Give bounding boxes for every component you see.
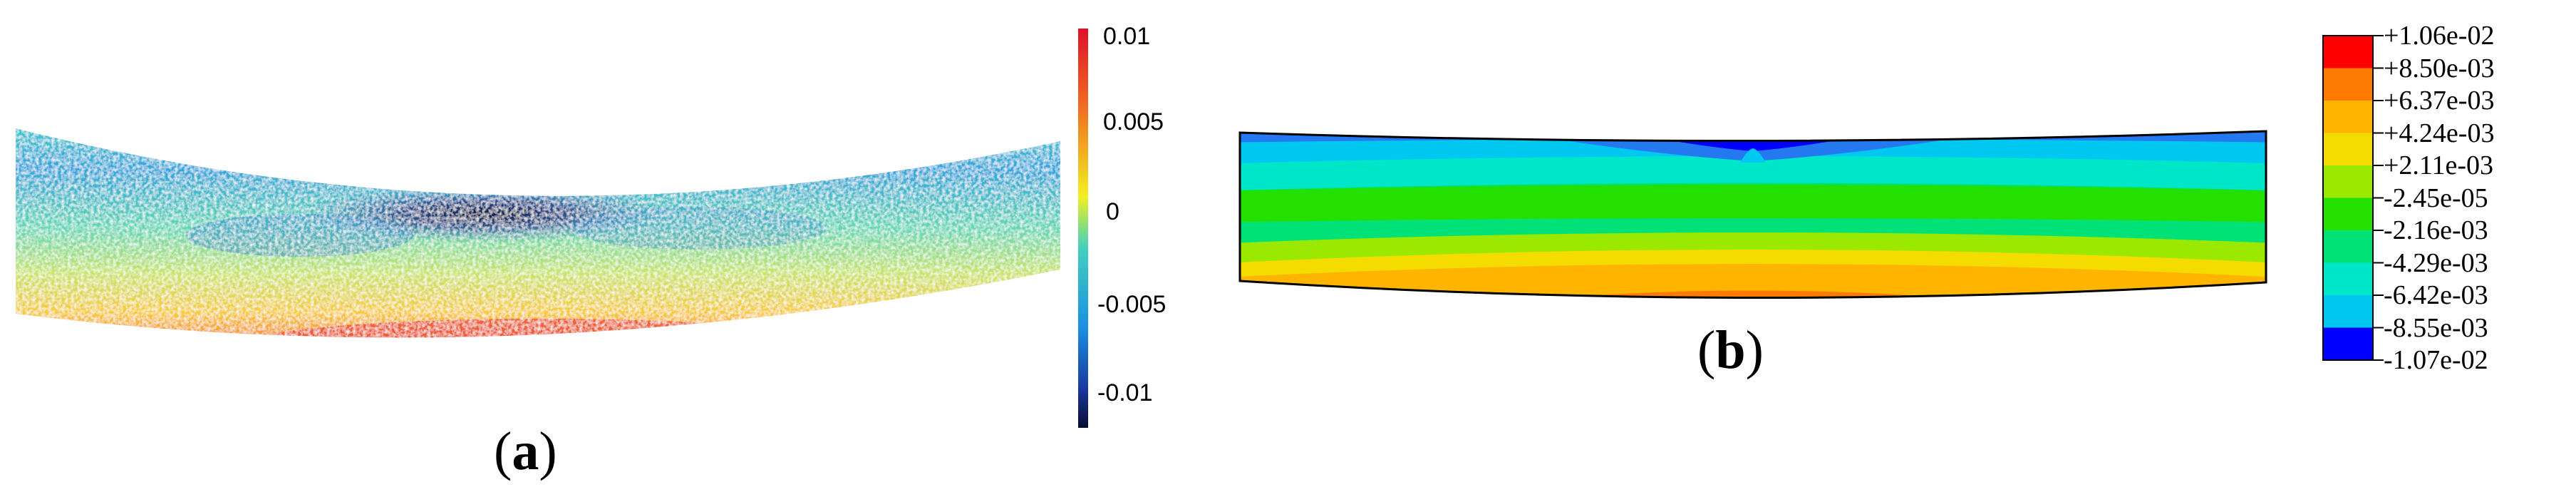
legend-b-label: +1.06e-02	[2384, 21, 2495, 51]
colorbar-a-tick: 0.01	[1103, 23, 1151, 50]
panel-a-strain-map	[16, 29, 1088, 428]
colorbar-a-tick: 0.005	[1103, 108, 1164, 135]
legend-b-label: +4.24e-03	[2384, 118, 2495, 148]
panel-b-fem-contour	[1238, 130, 2267, 299]
panel-b-caption: (b)	[1697, 320, 1764, 380]
legend-b-swatch	[2323, 68, 2373, 101]
legend-b-swatch	[2323, 230, 2373, 263]
legend-b-swatch	[2323, 133, 2373, 165]
colorbar-a-tick: 0	[1106, 198, 1119, 225]
panel-a-label: a	[512, 421, 539, 481]
colorbar-a-tick: -0.01	[1097, 379, 1153, 406]
legend-b-label: -8.55e-03	[2384, 312, 2488, 343]
legend-b-label: +2.11e-03	[2384, 150, 2494, 180]
legend-b-label: -4.29e-03	[2384, 247, 2488, 278]
legend-b-label: +6.37e-03	[2384, 86, 2495, 116]
legend-b-swatch	[2323, 198, 2373, 230]
legend-b-swatch	[2323, 165, 2373, 198]
legend-b	[2322, 35, 2384, 361]
legend-b-labels: +1.06e-02 +8.50e-03 +6.37e-03 +4.24e-03 +2.1…	[2384, 13, 2576, 384]
colorbar-a	[1078, 29, 1088, 428]
legend-b-label: -2.16e-03	[2384, 215, 2488, 245]
panel-a-caption: (a)	[494, 421, 557, 481]
legend-b-swatch	[2323, 101, 2373, 133]
panel-b-label: b	[1715, 320, 1746, 380]
legend-b-label: -1.07e-02	[2384, 345, 2488, 375]
legend-b-swatch	[2323, 295, 2373, 328]
legend-b-swatch	[2323, 327, 2373, 360]
legend-b-swatch	[2323, 262, 2373, 295]
legend-b-label: -6.42e-03	[2384, 280, 2488, 310]
legend-b-label: +8.50e-03	[2384, 53, 2495, 83]
legend-b-swatch	[2323, 36, 2373, 68]
colorbar-a-tick: -0.005	[1097, 291, 1167, 318]
legend-b-label: -2.45e-05	[2384, 183, 2488, 213]
